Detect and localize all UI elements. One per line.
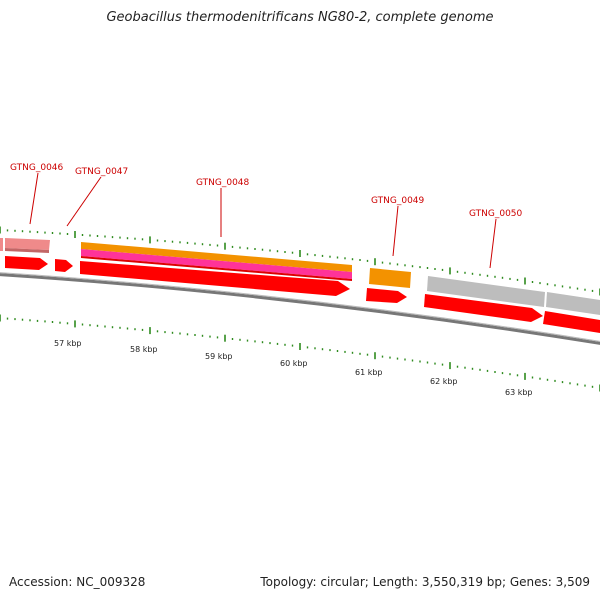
feature-bar-orange-gtng-0049 [369,268,411,288]
genome-backbone-highlight [0,272,600,342]
feature-bar-magenta-gtng-0048 [81,249,352,279]
kbp-label-57: 57 kbp [54,339,82,348]
inner-tick-ring [0,314,600,392]
kbp-label-60: 60 kbp [280,359,308,368]
feature-bar-pink-gtng-0046-shade [5,248,49,253]
gene-label-group-0047[interactable]: GTNG_0047 [66,167,128,227]
cds-arrow-gtng-0046[interactable] [5,256,48,270]
feature-bar-pink-gtng-0046 [5,238,50,250]
cds-arrow-gtng-0048[interactable] [80,261,350,296]
kbp-label-63: 63 kbp [505,388,533,397]
kbp-label-61: 61 kbp [355,368,383,377]
gene-label-group-0050[interactable]: GTNG_0050 [469,209,523,269]
cds-arrow-gtng-0047[interactable] [55,259,73,272]
gene-label-group-0048[interactable]: GTNG_0048 [196,178,250,237]
gene-label-gtng-0050[interactable]: GTNG_0050 [469,209,523,219]
cds-arrow-gtng-0051[interactable] [543,311,600,333]
topology-text: Topology: circular; Length: 3,550,319 bp… [260,575,590,589]
feature-bar-gray-gtng-0050 [427,276,545,307]
gene-label-group-0046[interactable]: GTNG_0046 [10,163,64,225]
feature-bar-pink-left [0,238,3,251]
gene-label-gtng-0046[interactable]: GTNG_0046 [10,163,64,173]
gene-label-gtng-0049[interactable]: GTNG_0049 [371,196,425,206]
gene-label-gtng-0047[interactable]: GTNG_0047 [75,167,128,177]
feature-bar-orange-gtng-0048 [81,242,352,272]
kbp-label-59: 59 kbp [205,352,233,361]
cds-arrow-gtng-0049[interactable] [366,288,407,303]
accession-text: Accession: NC_009328 [9,575,146,589]
cds-arrow-gtng-0050[interactable] [424,294,543,322]
gene-label-gtng-0048[interactable]: GTNG_0048 [196,178,250,188]
feature-bar-red-gtng-0048 [81,256,352,281]
feature-bar-gray-gtng-0051 [546,292,600,315]
genome-backbone [0,273,600,345]
kbp-label-58: 58 kbp [130,345,158,354]
map-title: Geobacillus thermodenitrificans NG80-2, … [106,10,494,25]
kbp-label-62: 62 kbp [430,377,458,386]
outer-tick-ring [0,226,600,296]
gene-label-group-0049[interactable]: GTNG_0049 [371,196,425,257]
